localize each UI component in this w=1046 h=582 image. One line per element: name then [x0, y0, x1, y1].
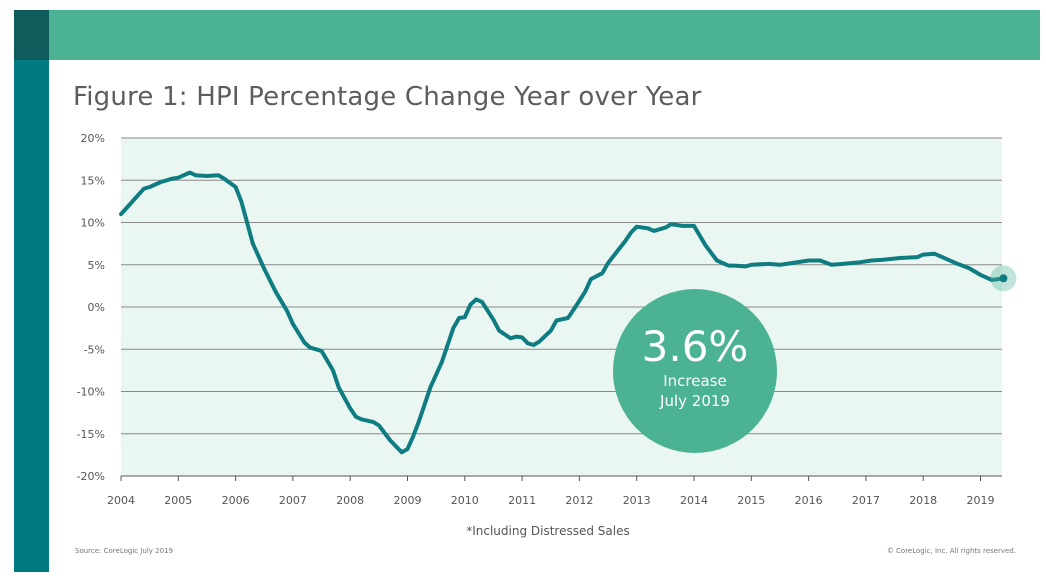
y-tick-label: 5%	[88, 259, 105, 272]
x-tick-label: 2010	[451, 494, 479, 507]
x-tick-label: 2012	[565, 494, 593, 507]
chart-title: Figure 1: HPI Percentage Change Year ove…	[73, 82, 702, 112]
side-bar	[14, 60, 49, 572]
y-tick-label: 15%	[81, 174, 105, 187]
x-tick-label: 2011	[508, 494, 536, 507]
callout-line2: July 2019	[660, 392, 730, 410]
copyright-note: © CoreLogic, Inc. All rights reserved.	[886, 547, 1016, 555]
y-tick-label: 20%	[81, 132, 105, 145]
series-line	[119, 170, 1006, 455]
end-marker-point	[999, 274, 1008, 283]
y-tick-label: -5%	[84, 343, 105, 356]
y-tick-label: 10%	[81, 217, 105, 230]
header-bar-dark	[14, 10, 49, 60]
callout-line1: Increase	[663, 372, 727, 390]
x-tick-label: 2019	[967, 494, 995, 507]
x-tick-label: 2013	[623, 494, 651, 507]
y-tick-label: -20%	[77, 470, 105, 483]
x-tick-label: 2009	[394, 494, 422, 507]
x-tick-label: 2008	[336, 494, 364, 507]
x-tick-label: 2007	[279, 494, 307, 507]
x-tick-label: 2005	[164, 494, 192, 507]
callout-circle: 3.6% Increase July 2019	[613, 289, 777, 453]
y-tick-label: -10%	[77, 386, 105, 399]
x-tick-label: 2015	[737, 494, 765, 507]
x-tick-label: 2017	[852, 494, 880, 507]
y-tick-label: 0%	[88, 301, 105, 314]
header-bar	[49, 10, 1040, 60]
source-note: Source: CoreLogic July 2019	[75, 547, 173, 555]
y-tick-label: -15%	[77, 428, 105, 441]
x-tick-label: 2014	[680, 494, 708, 507]
x-tick-label: 2004	[107, 494, 135, 507]
footnote: *Including Distressed Sales	[466, 524, 630, 538]
callout-value: 3.6%	[641, 322, 749, 371]
x-tick-label: 2016	[795, 494, 823, 507]
x-tick-label: 2018	[909, 494, 937, 507]
x-tick-label: 2006	[222, 494, 250, 507]
